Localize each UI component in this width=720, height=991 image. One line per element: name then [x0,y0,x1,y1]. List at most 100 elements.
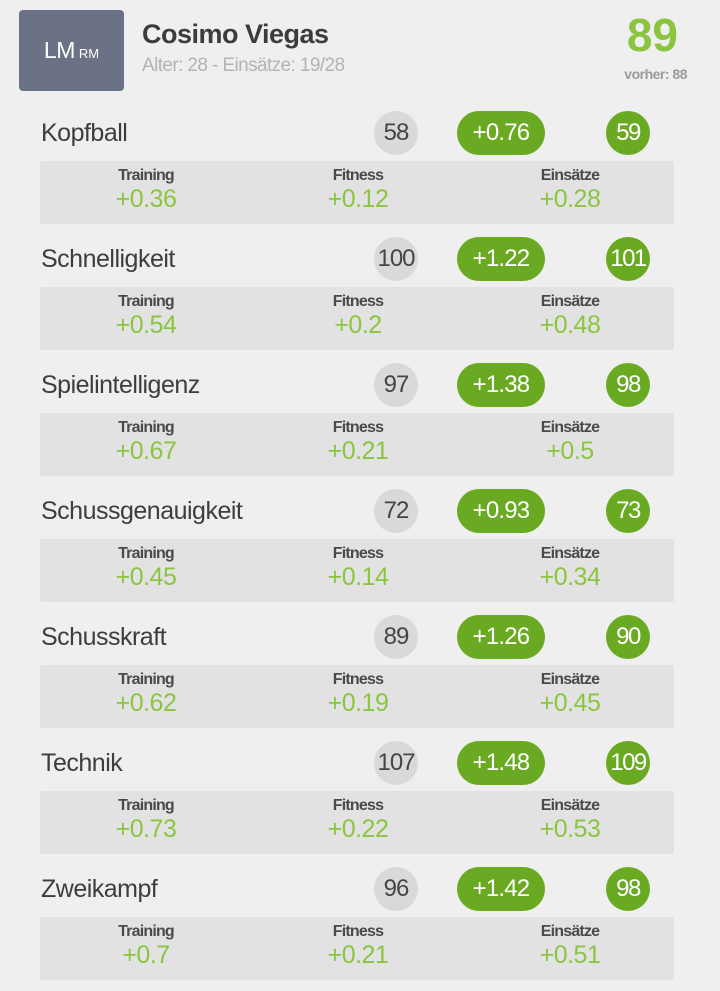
einsaetze-column: Einsätze +0.28 [470,161,670,214]
breakdown-panel: Training +0.54 Fitness +0.2 Einsätze +0.… [40,287,674,350]
delta-pill: +1.42 [457,867,545,911]
stat-row: Technik 107 +1.48 109 Training +0.73 Fit… [0,741,720,871]
einsaetze-label: Einsätze [540,167,600,184]
training-value: +0.67 [115,437,177,465]
fitness-column: Fitness +0.2 [258,287,458,340]
fitness-label: Fitness [332,545,384,562]
delta-pill: +1.48 [457,741,545,785]
einsaetze-value: +0.34 [539,563,601,591]
stat-name: Zweikampf [41,875,158,903]
position-secondary: RM [78,46,100,61]
stat-name: Schnelligkeit [41,245,175,273]
einsaetze-column: Einsätze +0.5 [470,413,670,466]
stat-name: Schusskraft [41,623,167,651]
position-main: LM [43,37,75,63]
delta-pill: +1.22 [457,237,545,281]
stat-name: Schussgenauigkeit [41,497,243,525]
training-label: Training [118,923,175,940]
fitness-value: +0.2 [334,311,382,339]
training-value: +0.36 [115,185,177,213]
training-label: Training [118,671,175,688]
training-column: Training +0.67 [46,413,246,466]
fitness-label: Fitness [332,419,384,436]
einsaetze-value: +0.51 [539,941,601,969]
fitness-value: +0.21 [327,941,389,969]
einsaetze-column: Einsätze +0.53 [470,791,670,844]
fitness-label: Fitness [332,797,384,814]
breakdown-panel: Training +0.62 Fitness +0.19 Einsätze +0… [40,665,674,728]
einsaetze-column: Einsätze +0.51 [470,917,670,970]
stat-row: Kopfball 58 +0.76 59 Training +0.36 Fitn… [0,111,720,241]
einsaetze-value: +0.5 [546,437,594,465]
new-value-badge: 73 [606,489,650,533]
training-label: Training [118,545,175,562]
training-column: Training +0.7 [46,917,246,970]
player-name: Cosimo Viegas [142,19,329,49]
fitness-label: Fitness [332,923,384,940]
stat-name: Technik [41,749,123,777]
new-value-badge: 90 [606,615,650,659]
training-label: Training [118,797,175,814]
training-value: +0.54 [115,311,177,339]
fitness-column: Fitness +0.12 [258,161,458,214]
training-label: Training [118,293,175,310]
breakdown-panel: Training +0.67 Fitness +0.21 Einsätze +0… [40,413,674,476]
fitness-value: +0.12 [327,185,389,213]
einsaetze-label: Einsätze [540,419,600,436]
training-column: Training +0.73 [46,791,246,844]
training-column: Training +0.54 [46,287,246,340]
old-value-badge: 89 [374,615,418,659]
fitness-column: Fitness +0.14 [258,539,458,592]
fitness-column: Fitness +0.22 [258,791,458,844]
fitness-value: +0.21 [327,437,389,465]
einsaetze-column: Einsätze +0.34 [470,539,670,592]
einsaetze-label: Einsätze [540,671,600,688]
new-value-badge: 98 [606,363,650,407]
old-value-badge: 58 [374,111,418,155]
breakdown-panel: Training +0.45 Fitness +0.14 Einsätze +0… [40,539,674,602]
einsaetze-label: Einsätze [540,293,600,310]
einsaetze-column: Einsätze +0.45 [470,665,670,718]
training-value: +0.73 [115,815,177,843]
fitness-value: +0.22 [327,815,389,843]
old-value-badge: 100 [374,237,418,281]
fitness-column: Fitness +0.19 [258,665,458,718]
training-value: +0.7 [122,941,170,969]
stat-name: Spielintelligenz [41,371,200,399]
einsaetze-label: Einsätze [540,923,600,940]
stat-row: Schussgenauigkeit 72 +0.93 73 Training +… [0,489,720,619]
new-value-badge: 109 [606,741,650,785]
position-badge: LM RM [19,10,124,91]
fitness-label: Fitness [332,671,384,688]
overall-rating: 89 [626,9,678,61]
new-value-badge: 101 [606,237,650,281]
einsaetze-value: +0.28 [539,185,601,213]
fitness-column: Fitness +0.21 [258,413,458,466]
training-label: Training [118,167,175,184]
einsaetze-value: +0.45 [539,689,601,717]
training-column: Training +0.45 [46,539,246,592]
training-value: +0.62 [115,689,177,717]
training-column: Training +0.36 [46,161,246,214]
breakdown-panel: Training +0.73 Fitness +0.22 Einsätze +0… [40,791,674,854]
stat-row: Spielintelligenz 97 +1.38 98 Training +0… [0,363,720,493]
einsaetze-value: +0.48 [539,311,601,339]
einsaetze-label: Einsätze [540,797,600,814]
fitness-column: Fitness +0.21 [258,917,458,970]
delta-pill: +0.93 [457,489,545,533]
stat-row: Schusskraft 89 +1.26 90 Training +0.62 F… [0,615,720,745]
einsaetze-column: Einsätze +0.48 [470,287,670,340]
player-header: LM RM Cosimo Viegas Alter: 28 - Einsätze… [0,0,720,100]
previous-rating: vorher: 88 [624,66,687,82]
new-value-badge: 98 [606,867,650,911]
fitness-label: Fitness [332,167,384,184]
old-value-badge: 97 [374,363,418,407]
breakdown-panel: Training +0.7 Fitness +0.21 Einsätze +0.… [40,917,674,980]
old-value-badge: 107 [374,741,418,785]
training-label: Training [118,419,175,436]
breakdown-panel: Training +0.36 Fitness +0.12 Einsätze +0… [40,161,674,224]
player-meta: Alter: 28 - Einsätze: 19/28 [142,55,345,76]
einsaetze-value: +0.53 [539,815,601,843]
training-value: +0.45 [115,563,177,591]
fitness-value: +0.19 [327,689,389,717]
